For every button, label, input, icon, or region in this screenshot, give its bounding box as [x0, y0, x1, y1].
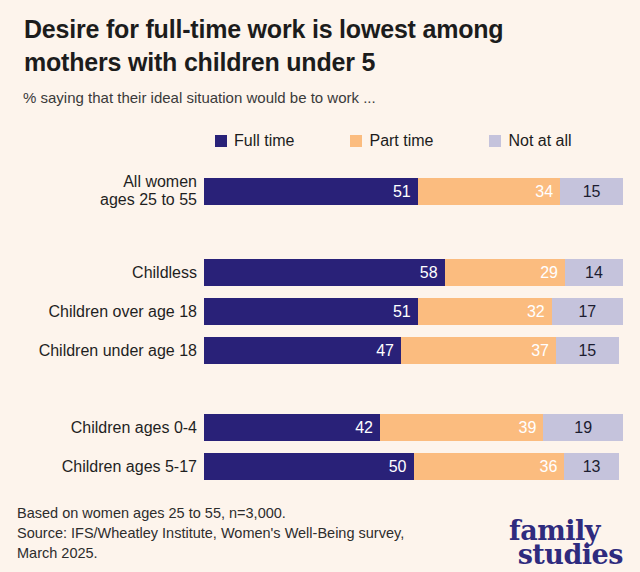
bar-segment-full-time: 42 — [204, 414, 380, 441]
chart-row: Childless582914 — [0, 259, 640, 286]
bar-segment-full-time: 51 — [204, 298, 418, 325]
legend-item-part-time: Part time — [350, 132, 433, 150]
bar-segment-full-time: 50 — [204, 453, 414, 480]
stacked-bar: 503613 — [204, 453, 623, 480]
chart-row: Children ages 0-4423919 — [0, 414, 640, 441]
bar-segment-part-time: 39 — [380, 414, 543, 441]
category-label: Children ages 5-17 — [0, 458, 204, 476]
legend-label-full-time: Full time — [234, 132, 294, 150]
footnote-line-2: Source: IFS/Wheatley Institute, Women's … — [17, 523, 404, 543]
bar-segment-full-time: 58 — [204, 259, 445, 286]
legend: Full time Part time Not at all — [215, 132, 572, 150]
bar-segment-full-time: 47 — [204, 337, 401, 364]
title-line-1: Desire for full-time work is lowest amon… — [24, 13, 624, 46]
bar-segment-part-time: 36 — [414, 453, 565, 480]
legend-label-part-time: Part time — [369, 132, 433, 150]
bar-segment-part-time: 29 — [445, 259, 565, 286]
footnote-line-3: March 2025. — [17, 543, 404, 563]
bar-segment-part-time: 32 — [418, 298, 552, 325]
category-label: All womenages 25 to 55 — [0, 173, 204, 209]
chart-subtitle: % saying that their ideal situation woul… — [23, 89, 376, 106]
chart-row: Children over age 18513217 — [0, 298, 640, 325]
bar-rows: All womenages 25 to 55513415Childless582… — [0, 173, 640, 480]
legend-label-not-at-all: Not at all — [508, 132, 571, 150]
bar-segment-not-at-all: 14 — [565, 259, 623, 286]
chart-card: Desire for full-time work is lowest amon… — [0, 0, 640, 572]
chart-title: Desire for full-time work is lowest amon… — [24, 13, 624, 79]
footnote: Based on women ages 25 to 55, n=3,000. S… — [17, 503, 404, 563]
footnote-line-1: Based on women ages 25 to 55, n=3,000. — [17, 503, 404, 523]
bar-segment-not-at-all: 15 — [556, 337, 619, 364]
chart-row: Children under age 18473715 — [0, 337, 640, 364]
bar-segment-not-at-all: 15 — [560, 178, 623, 205]
bar-segment-full-time: 51 — [204, 178, 418, 205]
title-line-2: mothers with children under 5 — [24, 46, 624, 79]
stacked-bar: 473715 — [204, 337, 623, 364]
full-time-swatch-icon — [215, 135, 227, 147]
category-label: Children ages 0-4 — [0, 419, 204, 437]
stacked-bar: 423919 — [204, 414, 623, 441]
category-label: Children over age 18 — [0, 303, 204, 321]
part-time-swatch-icon — [350, 135, 362, 147]
family-studies-logo: family studies — [509, 519, 623, 567]
logo-line-2: studies — [509, 543, 623, 567]
not-at-all-swatch-icon — [489, 135, 501, 147]
stacked-bar: 513217 — [204, 298, 623, 325]
stacked-bar: 513415 — [204, 178, 623, 205]
chart-row: Children ages 5-17503613 — [0, 453, 640, 480]
category-label: Childless — [0, 264, 204, 282]
bar-segment-part-time: 37 — [401, 337, 556, 364]
chart-row: All womenages 25 to 55513415 — [0, 173, 640, 209]
stacked-bar: 582914 — [204, 259, 623, 286]
legend-item-full-time: Full time — [215, 132, 294, 150]
legend-item-not-at-all: Not at all — [489, 132, 571, 150]
bar-segment-not-at-all: 13 — [564, 453, 618, 480]
bar-segment-part-time: 34 — [418, 178, 560, 205]
category-label: Children under age 18 — [0, 342, 204, 360]
bar-segment-not-at-all: 19 — [543, 414, 623, 441]
bar-segment-not-at-all: 17 — [552, 298, 623, 325]
